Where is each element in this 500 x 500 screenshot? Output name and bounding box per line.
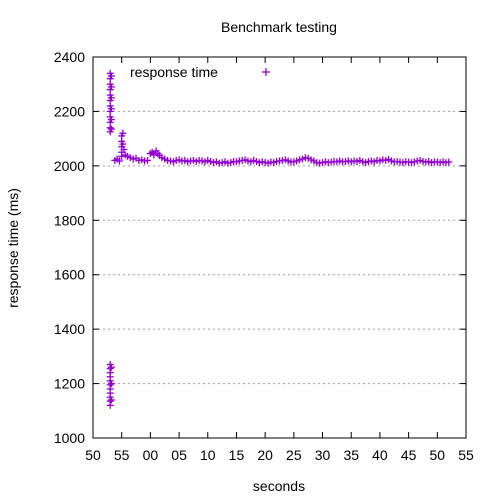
plot-area xyxy=(92,56,467,439)
grid-lines xyxy=(93,110,466,385)
x-tick-label: 10 xyxy=(200,447,216,463)
x-tick-label: 45 xyxy=(401,447,417,463)
data-point xyxy=(119,140,127,148)
x-tick-label: 15 xyxy=(229,447,245,463)
data-point xyxy=(115,157,123,165)
x-tick-label: 55 xyxy=(114,447,130,463)
data-point xyxy=(107,105,115,113)
data-point xyxy=(107,380,115,388)
y-axis-label: response time (ms) xyxy=(5,188,21,308)
x-tick-label: 50 xyxy=(85,447,101,463)
y-tick-label: 2400 xyxy=(54,49,85,65)
x-tick-label: 30 xyxy=(315,447,331,463)
data-point xyxy=(107,396,115,404)
data-point xyxy=(106,401,114,409)
y-tick-label: 1400 xyxy=(54,321,85,337)
data-point xyxy=(107,94,115,102)
data-point xyxy=(107,125,115,133)
data-point xyxy=(120,146,128,154)
legend-marker xyxy=(262,68,270,76)
data-point xyxy=(107,72,115,80)
x-tick-label: 35 xyxy=(343,447,359,463)
data-point xyxy=(107,116,115,124)
data-point xyxy=(107,363,115,371)
x-tick-label: 20 xyxy=(257,447,273,463)
y-tick-label: 1600 xyxy=(54,267,85,283)
axis-ticks: 1000 1200 1400 1600 1800 2000 2200 2400 50 55 00 05… xyxy=(54,49,474,463)
data-point xyxy=(144,156,152,164)
data-points xyxy=(106,69,453,409)
x-tick-label: 05 xyxy=(171,447,187,463)
legend-label: response time xyxy=(130,64,218,80)
y-tick-label: 2200 xyxy=(54,103,85,119)
chart-title: Benchmark testing xyxy=(221,19,337,35)
x-tick-label: 25 xyxy=(286,447,302,463)
data-point xyxy=(119,129,127,137)
x-tick-label: 00 xyxy=(143,447,159,463)
y-tick-label: 1200 xyxy=(54,376,85,392)
x-tick-label: 50 xyxy=(430,447,446,463)
x-axis-label: seconds xyxy=(253,478,305,494)
y-tick-label: 1800 xyxy=(54,212,85,228)
data-point xyxy=(445,158,453,166)
data-point xyxy=(107,83,115,91)
y-tick-label: 2000 xyxy=(54,158,85,174)
y-tick-label: 1000 xyxy=(54,430,85,446)
x-tick-label: 55 xyxy=(458,447,474,463)
x-tick-label: 40 xyxy=(372,447,388,463)
legend: response time xyxy=(130,64,270,80)
